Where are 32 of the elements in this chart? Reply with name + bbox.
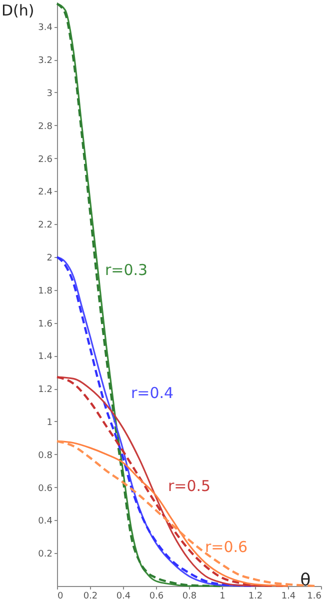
y-tick-label: 1.4	[38, 352, 53, 362]
y-tick-label: 2.8	[38, 122, 53, 132]
y-tick-label: 2	[46, 253, 52, 264]
y-tick-label: 2.4	[38, 188, 53, 198]
y-axis-title: D(h)	[2, 2, 34, 20]
x-tick-label: 1.2	[248, 592, 263, 602]
y-tick-label: 0.6	[38, 484, 53, 494]
annotation: r=0.4	[131, 384, 174, 402]
x-tick-label: 1.6	[307, 592, 322, 602]
y-tick-label: 0.4	[38, 516, 53, 527]
y-tick-label: 1.2	[38, 385, 52, 396]
x-tick-label: 1	[220, 592, 226, 602]
annotation: r=0.3	[105, 261, 148, 279]
y-tick-label: 1.8	[38, 286, 53, 296]
y-tick-label: 3	[46, 88, 52, 99]
annotation: r=0.5	[168, 477, 211, 495]
x-tick-label: 1.4	[281, 592, 296, 602]
y-tick-label: 2.2	[38, 220, 52, 231]
x-tick-label: 0.4	[116, 592, 131, 602]
y-tick-label: 3.2	[38, 56, 52, 66]
y-tick-label: 0.2	[38, 550, 52, 560]
annotation: r=0.6	[205, 538, 248, 556]
x-tick-label: 0.8	[182, 592, 197, 602]
x-tick-label: 0.2	[83, 592, 98, 602]
y-tick-label: 1.6	[38, 319, 53, 330]
y-tick-label: 0.8	[38, 450, 53, 461]
y-tick-label: 1	[46, 418, 52, 428]
x-axis-title: θ	[300, 570, 311, 590]
y-tick-label: 3.4	[38, 23, 53, 34]
x-tick-label: 0	[58, 592, 64, 602]
x-tick-label: 0.6	[149, 592, 164, 602]
y-tick-label: 2.6	[38, 154, 53, 165]
